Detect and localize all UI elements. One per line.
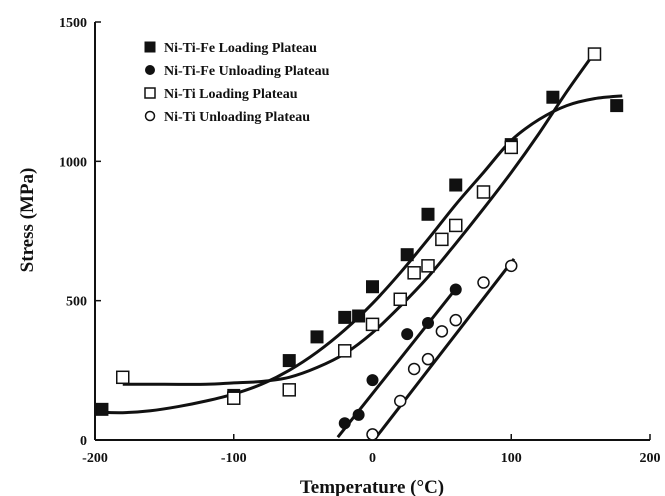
legend-label: Ni-Ti-Fe Unloading Plateau [164,64,330,79]
data-point [400,248,414,262]
data-point [366,280,379,294]
data-point [610,99,624,113]
legend-marker [144,41,156,53]
data-point [352,408,365,421]
data-point [394,394,407,408]
legend-label: Ni-Ti Unloading Plateau [164,110,310,125]
data-point [401,328,414,341]
data-point [227,391,241,405]
data-point [477,276,490,289]
fit-curve-3 [122,51,596,386]
data-point [338,310,352,324]
data-point [366,374,379,387]
data-point [422,316,434,329]
data-point [282,383,296,397]
data-point [338,344,352,358]
data-point [366,428,379,441]
data-point [352,309,366,323]
x-tick-label: 200 [640,451,661,466]
legend: Ni-Ti-Fe Loading Plateau Ni-Ti-Fe Unloadi… [144,41,330,125]
x-tick-label: 0 [369,451,376,466]
data-point [449,218,463,233]
data-point [421,352,435,366]
data-point [587,47,602,61]
data-point [95,402,109,416]
legend-marker [144,87,156,99]
legend-marker [144,110,156,122]
data-point [449,178,463,192]
x-tick-label: 100 [501,451,522,466]
fit-curve-1 [95,94,623,415]
data-point [282,354,296,368]
data-point [504,140,518,155]
data-point [421,207,435,221]
y-tick-label: 500 [66,295,87,310]
x-tick-label: -100 [221,451,247,466]
axes: -200 -100 0 100 200 0 500 1000 1500 [59,16,661,466]
data-point [435,325,449,338]
data-point [546,90,560,104]
legend-marker [145,65,155,75]
data-point [449,313,462,327]
data-point [338,417,351,430]
y-tick-label: 0 [80,434,87,449]
data-point [435,232,449,247]
data-point [116,370,130,385]
data-point [421,259,435,273]
legend-label: Ni-Ti Loading Plateau [164,87,298,102]
data-point [310,330,324,344]
x-axis-title: Temperature (°C) [300,477,444,496]
fit-curve-4 [372,257,516,440]
data-markers [95,47,624,441]
data-point [393,292,407,307]
data-point [449,283,462,296]
data-point [365,317,380,332]
data-point [476,185,491,199]
legend-label: Ni-Ti-Fe Loading Plateau [164,41,317,56]
y-tick-label: 1000 [59,155,87,170]
x-tick-label: -200 [82,451,108,466]
data-point [407,362,421,376]
y-tick-label: 1500 [59,16,87,31]
y-axis-title: Stress (MPa) [17,168,38,273]
data-point [407,266,421,280]
data-point [505,259,518,273]
